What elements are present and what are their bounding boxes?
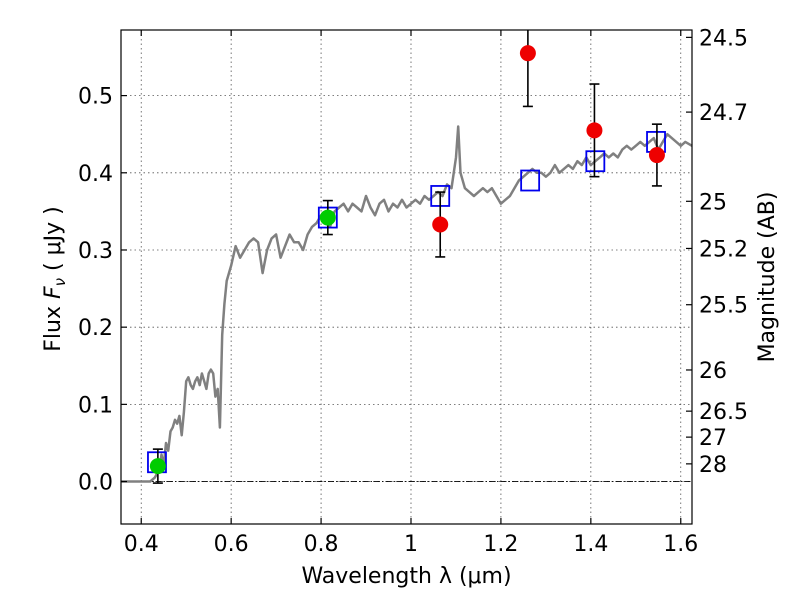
magnitude-tick-label: 25.5 (699, 294, 748, 319)
magnitude-tick-label: 24.7 (699, 101, 748, 126)
magnitude-tick-label: 26.5 (699, 400, 748, 425)
observed-flux-point (319, 209, 336, 226)
magnitude-tick-label: 25.2 (699, 237, 748, 262)
right-axis-label: Magnitude (AB) (755, 192, 780, 363)
y-axis-label: Flux Fν ( μJy ) (41, 206, 69, 351)
observed-flux-point (586, 122, 603, 139)
x-tick-label: 1.6 (663, 532, 698, 557)
observed-flux-point (149, 458, 166, 475)
y-tick-label: 0.0 (78, 471, 113, 496)
grid (121, 30, 692, 524)
plot-frame (120, 29, 693, 525)
x-tick-label: 0.4 (124, 532, 159, 557)
plot-area (121, 30, 693, 484)
axis-ticks: 0.4 0.6 0.8 1 1.2 1.4 1.6 0.0 0.1 0.2 0.3 0.4 0.5 24.… (78, 26, 748, 557)
y-tick-label: 0.2 (78, 316, 113, 341)
y-tick-label: 0.5 (78, 85, 113, 110)
y-axis-label-prefix: Flux (41, 299, 66, 352)
model-spectrum-line (121, 125, 693, 483)
x-tick-label: 1.2 (483, 532, 518, 557)
magnitude-tick-label: 26 (699, 359, 727, 384)
observed-flux-point (648, 147, 665, 164)
model-photometry-square (520, 169, 541, 192)
magnitude-tick-label: 25 (699, 190, 727, 215)
x-tick-label: 0.8 (304, 532, 339, 557)
x-tick-label: 0.6 (214, 532, 249, 557)
model-photometry-square (585, 150, 606, 173)
y-axis-label-suffix: ( μJy ) (41, 206, 66, 278)
magnitude-tick-label: 27 (699, 426, 727, 451)
x-tick-label: 1.4 (573, 532, 608, 557)
y-axis-label-subscript: ν (51, 278, 69, 286)
y-tick-label: 0.1 (78, 393, 113, 418)
observed-flux-point (432, 216, 449, 233)
x-tick-label: 1 (404, 532, 418, 557)
x-axis-label: Wavelength λ (μm) (301, 564, 511, 589)
y-tick-label: 0.3 (78, 239, 113, 264)
y-tick-label: 0.4 (78, 162, 113, 187)
magnitude-tick-label: 24.5 (699, 26, 748, 51)
magnitude-tick-label: 28 (699, 453, 727, 478)
observed-flux-point (519, 45, 536, 62)
y-axis-label-symbol: F (41, 286, 66, 299)
